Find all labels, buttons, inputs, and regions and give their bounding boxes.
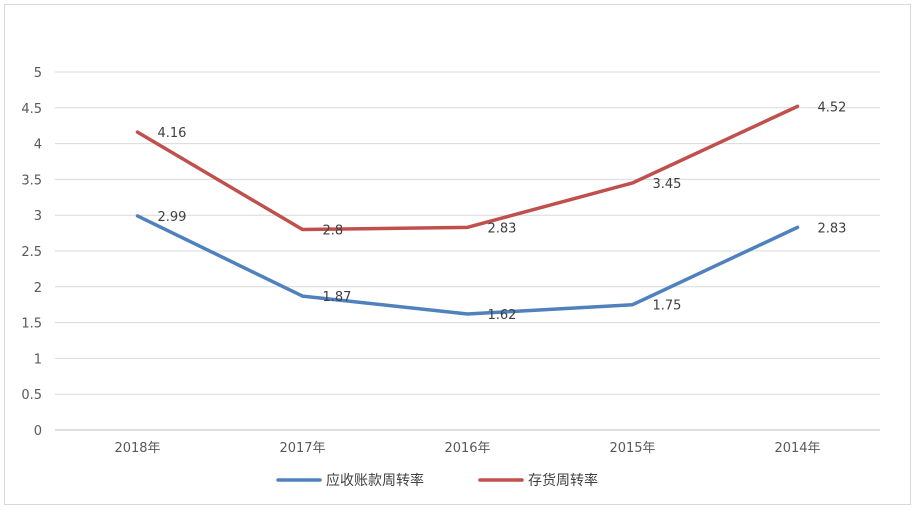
y-tick-label: 1.5 [21, 317, 42, 332]
legend-label: 存货周转率 [528, 472, 598, 489]
y-tick-label: 5 [34, 66, 42, 81]
y-tick-label: 3 [34, 209, 42, 224]
y-tick-label: 3.5 [21, 173, 42, 188]
x-tick-label: 2015年 [609, 441, 655, 456]
legend-label: 应收账款周转率 [326, 472, 424, 489]
y-tick-label: 0 [34, 424, 42, 439]
data-label: 4.16 [158, 126, 187, 141]
data-label: 2.8 [323, 224, 344, 239]
chart-frame [4, 4, 911, 505]
x-tick-label: 2016年 [444, 441, 490, 456]
data-label: 3.45 [653, 177, 682, 192]
data-label: 4.52 [818, 100, 847, 115]
data-label: 1.75 [653, 299, 682, 314]
y-tick-label: 4 [34, 138, 42, 153]
data-label: 2.83 [818, 221, 847, 236]
data-label: 1.87 [323, 290, 352, 305]
y-tick-label: 1 [34, 352, 42, 367]
series-line-1 [135, 104, 800, 232]
x-tick-label: 2018年 [114, 441, 160, 456]
data-label: 2.83 [488, 221, 517, 236]
data-label: 2.99 [158, 210, 187, 225]
y-tick-label: 0.5 [21, 388, 42, 403]
x-tick-label: 2017年 [279, 441, 325, 456]
x-tick-label: 2014年 [774, 441, 820, 456]
y-tick-label: 4.5 [21, 102, 42, 117]
series-line-0 [135, 214, 800, 316]
y-tick-label: 2.5 [21, 245, 42, 260]
data-label: 1.62 [488, 308, 517, 323]
y-tick-label: 2 [34, 281, 42, 296]
